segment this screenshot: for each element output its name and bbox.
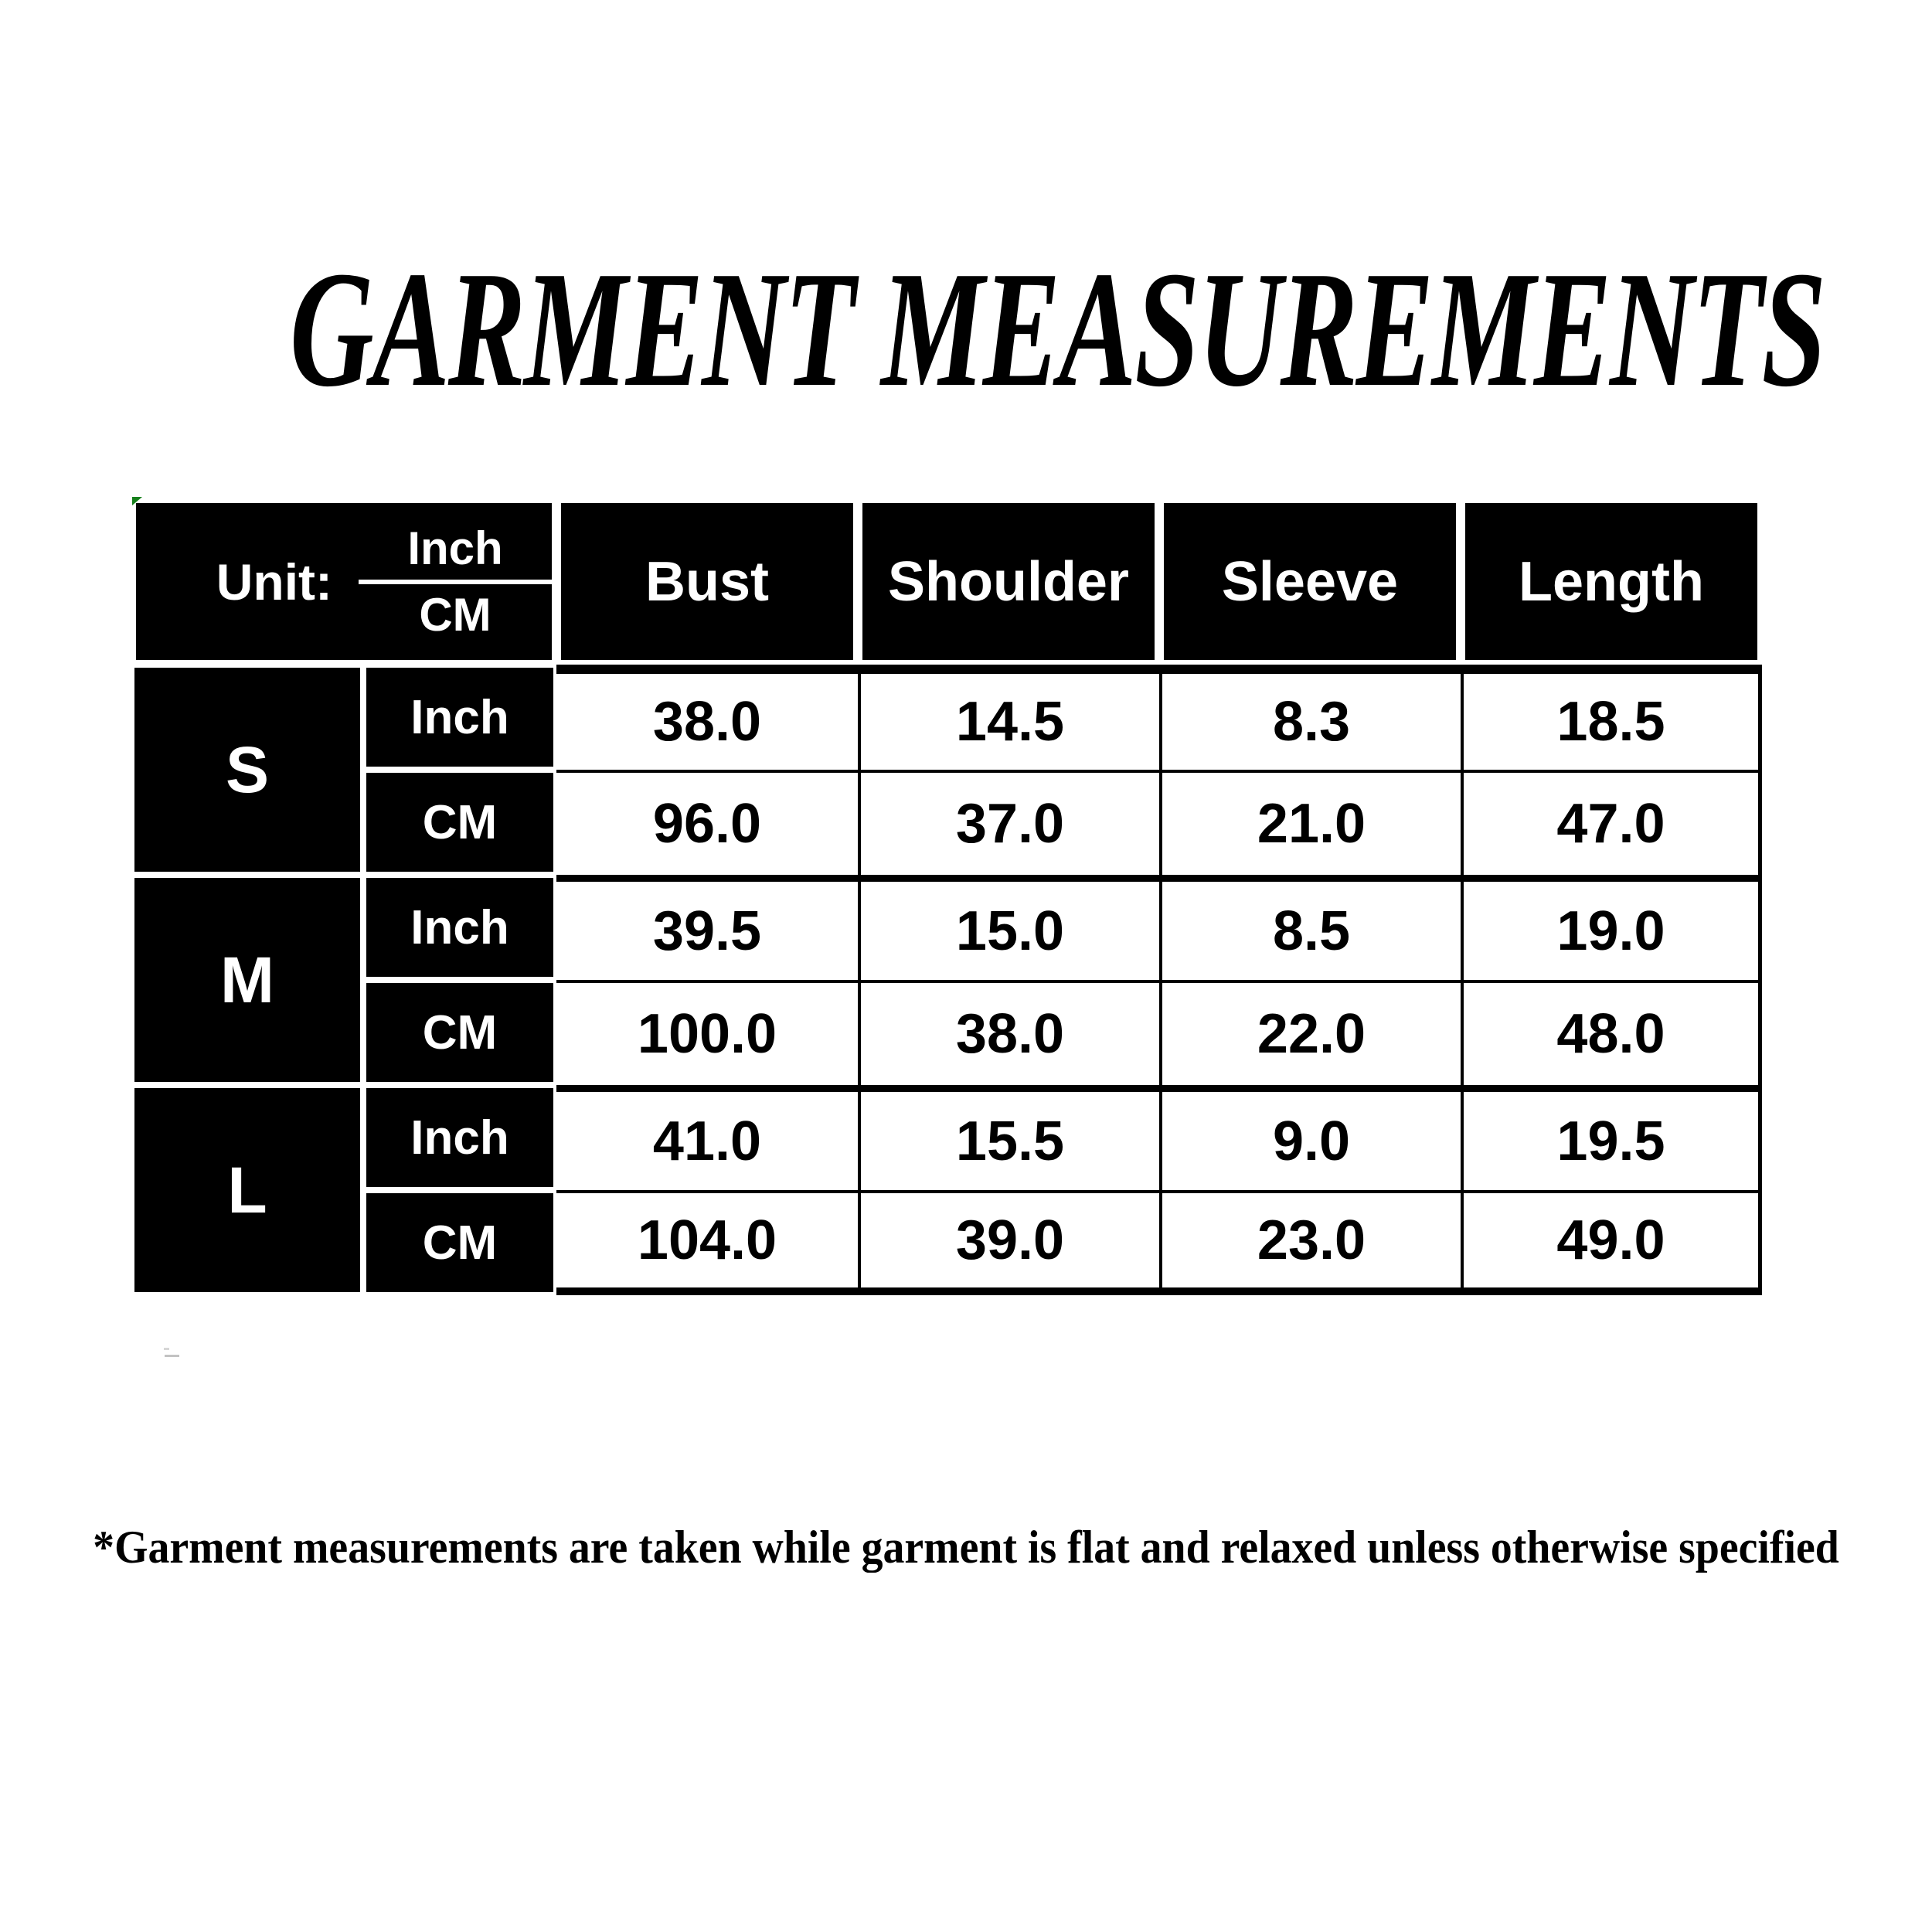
unit-row-label: Inch — [363, 1085, 556, 1190]
footnote: *Garment measurements are taken while ga… — [93, 1522, 1839, 1573]
measurement-value: 49.0 — [1461, 1190, 1762, 1295]
table-row: CM 104.0 39.0 23.0 49.0 — [131, 1190, 1762, 1295]
measurement-value: 48.0 — [1461, 980, 1762, 1085]
measurement-value: 8.5 — [1159, 875, 1461, 980]
measurement-value: 104.0 — [556, 1190, 858, 1295]
measurement-value: 38.0 — [858, 980, 1159, 1085]
measurement-value: 14.5 — [858, 665, 1159, 770]
green-corner-artifact — [132, 497, 142, 505]
unit-row-label: CM — [363, 1190, 556, 1295]
table-header-row: Unit: Inch CM Bust Shoulder Sleeve Lengt… — [131, 498, 1762, 665]
measurement-value: 39.0 — [858, 1190, 1159, 1295]
smudge-artifact — [165, 1355, 179, 1357]
measurement-value: 100.0 — [556, 980, 858, 1085]
measurements-table: Unit: Inch CM Bust Shoulder Sleeve Lengt… — [131, 498, 1762, 1295]
smudge-artifact — [164, 1348, 169, 1350]
unit-row-label: Inch — [363, 665, 556, 770]
measurement-value: 37.0 — [858, 770, 1159, 875]
measurement-value: 41.0 — [556, 1085, 858, 1190]
size-label-l: L — [131, 1085, 363, 1295]
measurement-value: 19.0 — [1461, 875, 1762, 980]
column-header-sleeve: Sleeve — [1159, 498, 1461, 665]
measurement-value: 38.0 — [556, 665, 858, 770]
measurement-value: 23.0 — [1159, 1190, 1461, 1295]
unit-row-label: CM — [363, 980, 556, 1085]
fraction-cm-label: CM — [419, 588, 492, 641]
column-header-length: Length — [1461, 498, 1762, 665]
measurement-value: 19.5 — [1461, 1085, 1762, 1190]
column-header-shoulder: Shoulder — [858, 498, 1159, 665]
unit-fraction-group: Unit: Inch CM — [136, 503, 552, 660]
measurement-value: 15.0 — [858, 875, 1159, 980]
unit-fraction: Inch CM — [359, 522, 552, 641]
unit-label: Unit: — [216, 553, 332, 611]
table-row: L Inch 41.0 15.5 9.0 19.5 — [131, 1085, 1762, 1295]
column-header-bust: Bust — [556, 498, 858, 665]
measurement-value: 96.0 — [556, 770, 858, 875]
measurement-value: 18.5 — [1461, 665, 1762, 770]
page-title: GARMENT MEASUREMENTS — [290, 236, 1826, 421]
measurement-value: 39.5 — [556, 875, 858, 980]
measurement-value: 8.3 — [1159, 665, 1461, 770]
table-row: M Inch 39.5 15.0 8.5 19.0 — [131, 875, 1762, 1085]
size-label-s: S — [131, 665, 363, 875]
table-row: CM 96.0 37.0 21.0 47.0 — [131, 770, 1762, 875]
unit-row-label: CM — [363, 770, 556, 875]
unit-row-label: Inch — [363, 875, 556, 980]
measurement-value: 47.0 — [1461, 770, 1762, 875]
fraction-divider-line — [359, 579, 552, 584]
measurement-value: 21.0 — [1159, 770, 1461, 875]
measurement-value: 15.5 — [858, 1085, 1159, 1190]
fraction-inch-label: Inch — [407, 522, 503, 575]
table-row: CM 100.0 38.0 22.0 48.0 — [131, 980, 1762, 1085]
unit-header-cell: Unit: Inch CM — [131, 498, 556, 665]
table-row: S Inch 38.0 14.5 8.3 18.5 — [131, 665, 1762, 875]
measurement-value: 9.0 — [1159, 1085, 1461, 1190]
size-label-m: M — [131, 875, 363, 1085]
measurement-value: 22.0 — [1159, 980, 1461, 1085]
